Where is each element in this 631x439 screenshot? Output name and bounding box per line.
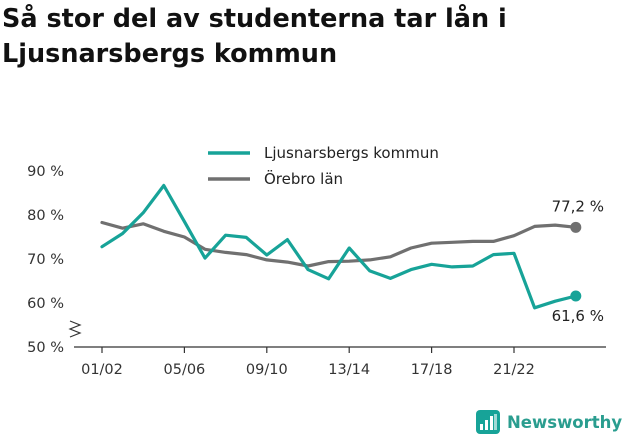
y-tick-label: 70 % — [27, 252, 64, 268]
legend: Ljusnarsbergs kommun Örebro län — [208, 144, 439, 188]
chart-title: Så stor del av studenterna tar lån i Lju… — [2, 4, 507, 69]
y-axis: 50 % 60 % 70 % 80 % 90 % — [27, 164, 82, 356]
end-label-ljusnarsberg: 61,6 % — [552, 307, 604, 325]
y-tick-label: 80 % — [27, 208, 64, 224]
brand-name: Newsworthy — [507, 412, 623, 432]
x-tick-label: 21/22 — [493, 362, 535, 378]
brand: Newsworthy — [476, 409, 622, 435]
x-tick-label: 01/02 — [81, 362, 123, 378]
series-line-ljusnarsberg — [100, 183, 578, 310]
end-label-orebro: 77,2 % — [552, 197, 604, 215]
x-tick-label: 13/14 — [328, 362, 370, 378]
x-tick-label: 09/10 — [246, 362, 288, 378]
series-layer: 77,2 % 61,6 % — [100, 183, 604, 325]
x-axis: 01/02 05/06 09/10 13/14 17/18 21/22 — [74, 346, 606, 378]
y-tick-label: 50 % — [27, 340, 64, 356]
end-point-ljusnarsberg — [570, 290, 582, 302]
y-tick-label: 60 % — [27, 296, 64, 312]
axis-break-icon — [68, 320, 82, 338]
x-tick-label: 05/06 — [164, 362, 206, 378]
series-line-orebro — [100, 220, 578, 268]
legend-label: Örebro län — [264, 169, 343, 188]
x-tick-label: 17/18 — [411, 362, 453, 378]
y-tick-label: 90 % — [27, 164, 64, 180]
legend-label: Ljusnarsbergs kommun — [264, 144, 439, 162]
newsworthy-logo-icon — [476, 410, 500, 434]
end-point-orebro — [570, 221, 582, 233]
